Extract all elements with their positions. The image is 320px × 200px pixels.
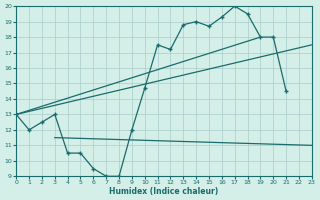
X-axis label: Humidex (Indice chaleur): Humidex (Indice chaleur) bbox=[109, 187, 219, 196]
